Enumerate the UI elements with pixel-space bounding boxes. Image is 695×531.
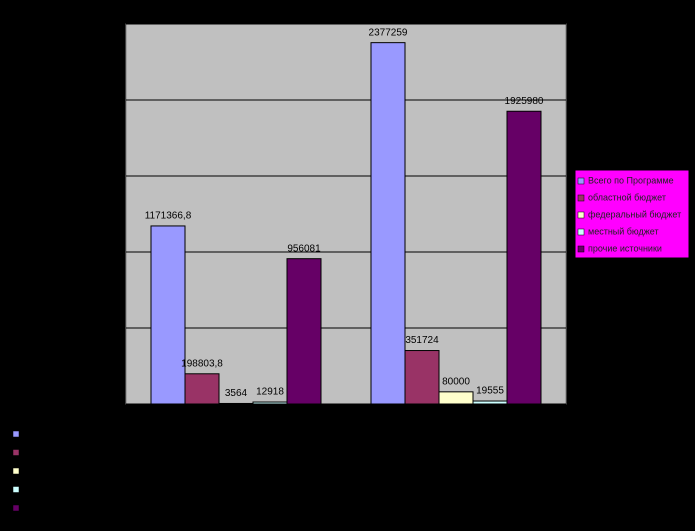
y-tick-label: 2000000 xyxy=(81,95,120,106)
data-label: 1171366,8 xyxy=(145,211,192,222)
legend-label: Всего по Программе xyxy=(588,175,674,185)
legend-swatch xyxy=(577,211,585,219)
bar xyxy=(370,42,406,405)
data-label: 80000 xyxy=(442,376,470,387)
table-key xyxy=(12,486,20,493)
table-key xyxy=(12,504,20,512)
bar xyxy=(218,402,254,405)
table-key xyxy=(12,467,20,475)
bar xyxy=(472,400,508,405)
bar xyxy=(252,401,288,405)
legend-label: федеральный бюджет xyxy=(588,209,681,219)
legend-swatch xyxy=(577,177,585,185)
y-tick-label: 0 xyxy=(114,399,120,410)
bar xyxy=(404,350,440,405)
data-label: 1925980 xyxy=(505,96,544,107)
legend-label: прочие источники xyxy=(588,243,662,253)
bar xyxy=(506,110,542,405)
data-label: 198803,8 xyxy=(181,358,223,369)
data-label: 351724 xyxy=(405,335,439,346)
legend-label: местный бюджет xyxy=(588,226,659,236)
legend-swatch xyxy=(577,194,585,202)
data-label: 3564 xyxy=(225,388,248,399)
plot-area xyxy=(125,23,567,405)
y-tick-label: 500000 xyxy=(87,323,121,334)
y-tick-label: 2500000 xyxy=(81,19,120,30)
bar xyxy=(184,373,220,405)
table-key xyxy=(12,430,20,438)
bar xyxy=(150,225,186,405)
data-label: 2377259 xyxy=(369,27,408,38)
data-label: 19555 xyxy=(476,386,504,397)
legend-swatch xyxy=(577,245,585,253)
y-tick-label: 1000000 xyxy=(81,247,120,258)
bar xyxy=(286,258,322,405)
y-tick-label: 1500000 xyxy=(81,171,120,182)
bar xyxy=(438,391,474,405)
data-label: 12918 xyxy=(256,387,284,398)
data-label: 956081 xyxy=(287,243,321,254)
legend-label: областной бюджет xyxy=(588,192,666,202)
table-key xyxy=(12,449,20,456)
legend xyxy=(574,169,690,259)
legend-swatch xyxy=(577,228,585,236)
